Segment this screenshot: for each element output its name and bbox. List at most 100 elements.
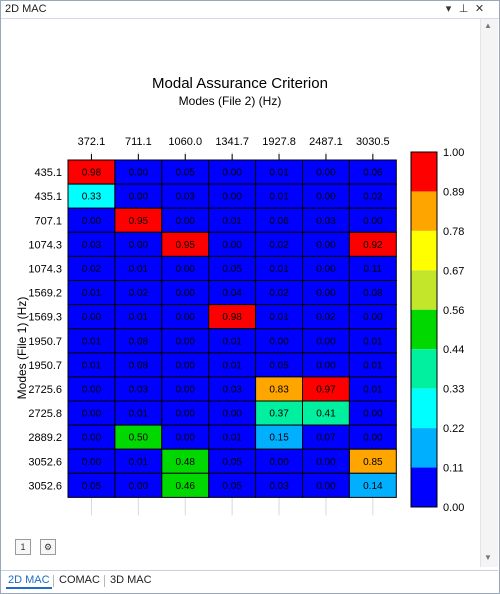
- tab-divider: [53, 575, 54, 587]
- colorbar-segment: [411, 191, 437, 231]
- tab-comac[interactable]: COMAC: [59, 574, 100, 586]
- mac-chart: Modal Assurance Criterion Modes (File 2)…: [15, 75, 464, 516]
- heatmap-cell: [348, 159, 397, 185]
- heatmap-cell: [114, 472, 163, 498]
- cell-value-label: 0.00: [82, 409, 102, 420]
- cell-value-label: 0.50: [129, 433, 149, 444]
- heatmap-cell: [114, 352, 163, 378]
- heatmap-cell: [302, 231, 350, 257]
- heatmap-cell: [67, 424, 116, 450]
- cell-value-label: 0.01: [269, 264, 289, 275]
- heatmap-cell: [255, 424, 304, 450]
- cell-value-label: 0.01: [82, 288, 102, 299]
- dropdown-icon[interactable]: ▾: [445, 3, 452, 15]
- scroll-up-icon[interactable]: ▲: [484, 21, 492, 30]
- cell-value-label: 0.02: [269, 240, 289, 251]
- cell-value-label: 0.11: [363, 264, 382, 275]
- heatmap-cell: [208, 352, 257, 378]
- cell-value-label: 0.00: [316, 192, 336, 203]
- heatmap-cell: [208, 376, 257, 402]
- tab-2d-mac[interactable]: 2D MAC: [6, 574, 52, 589]
- cell-value-label: 0.95: [176, 240, 196, 251]
- cell-value-label: 0.03: [82, 240, 102, 251]
- cell-value-label: 0.01: [129, 312, 149, 323]
- heatmap-cell: [255, 159, 304, 185]
- colorbar-tick-label: 0.00: [443, 502, 464, 514]
- colorbar-segment: [411, 428, 437, 468]
- y-tick-label: 1950.7: [28, 336, 62, 348]
- cell-value-label: 0.01: [82, 360, 102, 371]
- cell-value-label: 0.01: [269, 192, 289, 203]
- chart-title: Modal Assurance Criterion: [152, 75, 328, 92]
- colorbar-tick-label: 0.11: [443, 463, 464, 475]
- cell-value-label: 0.00: [316, 336, 336, 347]
- heatmap-cell: [255, 328, 304, 354]
- cell-value-label: 0.95: [129, 216, 149, 227]
- cell-value-label: 0.01: [222, 216, 242, 227]
- cell-value-label: 0.01: [129, 409, 149, 420]
- cell-value-label: 0.01: [363, 360, 383, 371]
- cell-value-label: 0.00: [316, 457, 336, 468]
- colorbar-segment: [411, 230, 437, 271]
- cell-value-label: 0.00: [176, 360, 196, 371]
- cell-value-label: 0.00: [363, 409, 383, 420]
- heatmap-cell: [208, 207, 257, 233]
- colorbar-border: [410, 151, 438, 508]
- tab-bar: 2D MAC COMAC 3D MAC: [1, 570, 498, 593]
- cell-value-label: 0.04: [222, 288, 242, 299]
- heatmap-cell: [161, 424, 210, 450]
- cell-value-label: 0.01: [222, 433, 242, 444]
- cell-value-label: 0.00: [222, 240, 242, 251]
- heatmap-cell: [161, 255, 210, 281]
- colorbar-segment: [411, 349, 437, 389]
- scroll-down-icon[interactable]: ▼: [484, 553, 492, 562]
- heatmap-cell: [114, 376, 163, 402]
- x-tick-label: 3030.5: [356, 136, 390, 148]
- cell-value-label: 0.06: [363, 168, 383, 179]
- heatmap-cell: [114, 304, 163, 330]
- settings-button[interactable]: ⚙: [40, 539, 56, 555]
- cell-value-label: 0.01: [129, 264, 149, 275]
- heatmap-cell: [302, 376, 350, 402]
- x-tick-label: 1341.7: [215, 136, 249, 148]
- heatmap-cell: [208, 255, 257, 281]
- cell-value-label: 0.06: [269, 216, 289, 227]
- cell-value-label: 0.08: [363, 288, 383, 299]
- cell-value-label: 0.98: [82, 168, 102, 179]
- heatmap-cell: [348, 280, 397, 306]
- colorbar-segment: [411, 467, 437, 507]
- x-tick-label: 372.1: [78, 136, 106, 148]
- y-tick-label: 2889.2: [28, 432, 62, 444]
- colorbar: 1.00 0.89 0.78 0.67 0.56 0.44 0.33 0.22 0.11 0.00: [410, 147, 464, 514]
- cell-value-label: 0.00: [176, 336, 196, 347]
- cell-value-label: 0.01: [269, 312, 289, 323]
- cell-value-label: 0.37: [269, 409, 289, 420]
- colorbar-segment: [411, 388, 437, 429]
- tab-3d-mac[interactable]: 3D MAC: [110, 574, 152, 586]
- vertical-scrollbar[interactable]: [480, 19, 498, 567]
- close-icon[interactable]: ✕: [474, 3, 485, 15]
- heatmap-cell: [161, 400, 210, 426]
- heatmap-cell: [302, 400, 350, 426]
- cell-value-label: 0.98: [222, 312, 242, 323]
- heatmap-cell: [302, 328, 350, 354]
- pin-icon[interactable]: ⊥: [458, 3, 469, 15]
- y-tick-label: 435.1: [34, 167, 62, 179]
- cell-value-label: 0.00: [269, 457, 289, 468]
- cell-value-label: 0.01: [129, 457, 149, 468]
- mode-number-button[interactable]: 1: [15, 539, 31, 555]
- cell-value-label: 0.05: [269, 360, 289, 371]
- y-tick-label: 435.1: [34, 191, 62, 203]
- heatmap-cell: [67, 280, 116, 306]
- cell-value-label: 0.08: [129, 336, 149, 347]
- cell-value-label: 0.01: [269, 168, 289, 179]
- heatmap-cell: [348, 255, 397, 281]
- y-axis-label: Modes (File 1) (Hz): [15, 297, 29, 400]
- cell-value-label: 0.05: [222, 264, 242, 275]
- colorbar-tick-label: 0.67: [443, 265, 464, 277]
- x-tick-label: 1927.8: [262, 136, 296, 148]
- heatmap-cell: [208, 304, 257, 330]
- heatmap-cell: [348, 472, 397, 498]
- heatmap-cell: [161, 183, 210, 209]
- cell-value-label: 0.00: [269, 336, 289, 347]
